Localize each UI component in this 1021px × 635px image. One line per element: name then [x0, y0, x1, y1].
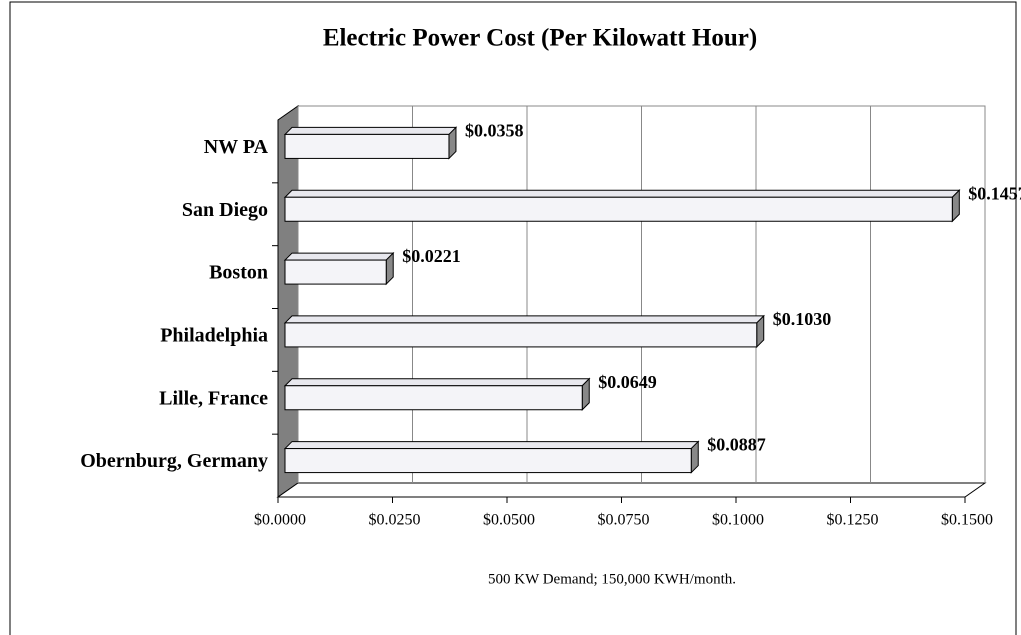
bar-top — [283, 315, 765, 324]
y-tick-label: Obernburg, Germany — [80, 450, 268, 472]
bar-top — [283, 126, 458, 135]
x-tick-label: $0.0500 — [483, 512, 535, 529]
chart-title: Electric Power Cost (Per Kilowatt Hour) — [323, 25, 757, 52]
y-tick-label: Philadelphia — [160, 325, 268, 347]
y-tick-label: Boston — [209, 262, 268, 284]
bar-top — [283, 378, 591, 387]
bar — [284, 322, 758, 348]
bar — [284, 385, 583, 411]
x-axis-label: 500 KW Demand; 150,000 KWH/month. — [488, 571, 736, 587]
bar — [284, 448, 692, 474]
value-label: $0.0649 — [598, 372, 657, 392]
value-label: $0.1030 — [773, 309, 832, 329]
x-tick-label: $0.1250 — [827, 512, 879, 529]
y-tick-label: San Diego — [182, 199, 268, 221]
x-tick-label: $0.1500 — [941, 512, 993, 529]
y-tick-label: Lille, France — [159, 387, 268, 409]
value-label: $0.0358 — [465, 121, 524, 141]
floor — [276, 482, 987, 498]
bar — [284, 259, 387, 285]
bar-top — [283, 252, 395, 261]
bar-top — [283, 189, 961, 198]
x-tick-label: $0.0000 — [254, 512, 306, 529]
x-tick-label: $0.1000 — [712, 512, 764, 529]
bar-top — [283, 441, 700, 450]
value-label: $0.0887 — [707, 435, 766, 455]
bar — [284, 133, 450, 159]
bar — [284, 196, 953, 222]
y-tick-label: NW PA — [204, 136, 269, 158]
value-label: $0.0221 — [402, 246, 461, 266]
x-tick-label: $0.0750 — [598, 512, 650, 529]
x-tick-label: $0.0250 — [369, 512, 421, 529]
side-wall — [277, 105, 299, 498]
value-label: $0.1457 — [968, 183, 1021, 203]
